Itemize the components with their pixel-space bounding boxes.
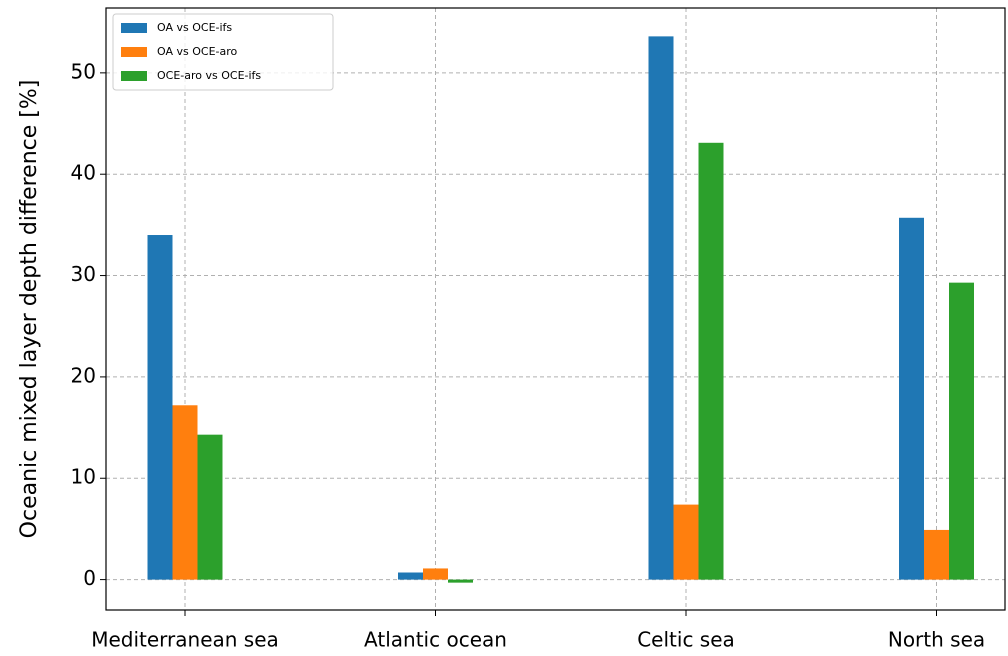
bar <box>899 217 924 580</box>
x-tick-label: Mediterranean sea <box>91 628 279 652</box>
plot-frame <box>105 7 1006 611</box>
legend-box <box>112 13 334 91</box>
x-tick-label: Atlantic ocean <box>364 628 507 652</box>
legend-label: OCE-aro vs OCE-ifs <box>157 69 261 82</box>
bar <box>924 529 949 580</box>
bar <box>172 405 198 580</box>
bar <box>648 36 674 580</box>
y-tick-label: 40 <box>71 161 96 185</box>
bar <box>197 434 223 580</box>
x-tick-label: Celtic sea <box>637 628 735 652</box>
y-tick-label: 0 <box>83 566 96 590</box>
bar <box>423 568 448 580</box>
y-tick-label: 30 <box>71 262 96 286</box>
legend-swatch <box>121 71 147 81</box>
bar <box>698 142 724 580</box>
bar <box>949 282 974 580</box>
y-tick-label: 50 <box>71 59 96 83</box>
bar <box>673 504 699 580</box>
bar <box>448 579 473 583</box>
bar <box>398 572 423 580</box>
legend-swatch <box>121 47 147 57</box>
y-axis-label: Oceanic mixed layer depth difference [%] <box>17 80 42 539</box>
bar <box>147 235 173 580</box>
legend-swatch <box>121 23 147 33</box>
legend-label: OA vs OCE-ifs <box>157 21 232 34</box>
legend-label: OA vs OCE-aro <box>157 45 238 58</box>
y-tick-label: 20 <box>71 363 96 387</box>
y-tick-label: 10 <box>71 465 96 489</box>
x-tick-label: North sea <box>888 628 985 652</box>
